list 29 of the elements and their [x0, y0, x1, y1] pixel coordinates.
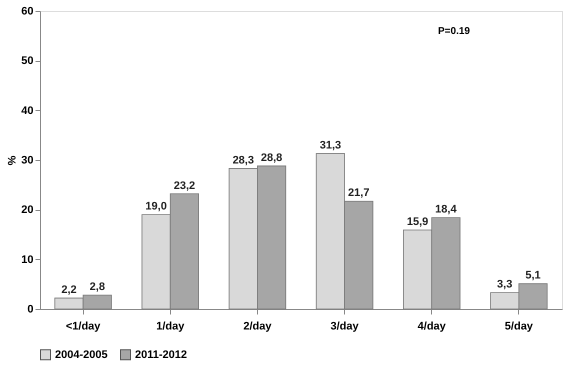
data-label: 23,2	[174, 180, 196, 192]
y-axis-title: %	[6, 155, 18, 166]
y-tick-label: 0	[27, 304, 34, 316]
data-label: 5,1	[525, 270, 541, 282]
data-label: 21,7	[348, 187, 370, 200]
x-tick-label: 2/day	[243, 320, 272, 332]
x-tick-label: 4/day	[418, 320, 447, 332]
data-label: 2,8	[90, 281, 105, 294]
y-tick-label: 10	[21, 254, 34, 266]
data-label: 2,2	[61, 284, 77, 296]
x-tick-label: 5/day	[504, 320, 534, 332]
data-label: 31,3	[320, 140, 342, 152]
data-label: 19,0	[145, 200, 167, 213]
y-tick-label: 30	[21, 154, 34, 166]
y-tick-label: 40	[21, 104, 34, 117]
data-label: 28,8	[260, 152, 282, 164]
y-tick-label: 60	[21, 6, 34, 18]
data-label: 3,3	[497, 278, 512, 291]
legend-label: 2011-2012	[135, 348, 187, 361]
y-tick-label: 50	[21, 55, 34, 68]
x-tick-label: <1/day	[66, 320, 102, 332]
x-tick-label: 3/day	[330, 320, 360, 332]
legend-label: 2004-2005	[55, 348, 108, 361]
x-tick-label: 1/day	[156, 320, 186, 332]
data-label: 28,3	[232, 154, 254, 166]
data-label: 18,4	[435, 204, 458, 216]
data-label: 15,9	[406, 216, 428, 228]
y-tick-label: 20	[21, 204, 34, 216]
annotation: P=0.19	[438, 26, 470, 37]
